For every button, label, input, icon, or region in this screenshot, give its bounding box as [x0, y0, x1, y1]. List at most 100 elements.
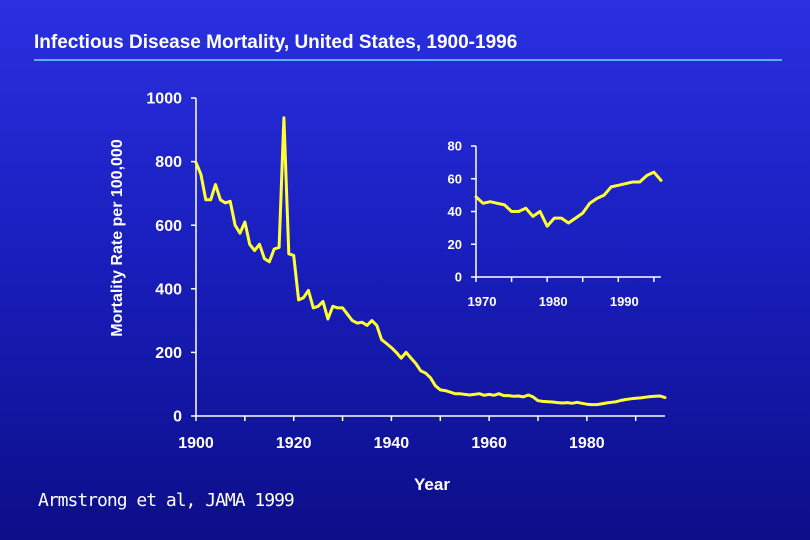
main-data-point [473, 393, 476, 396]
main-data-point [244, 221, 246, 223]
main-data-point [263, 257, 266, 260]
inset-data-point [589, 202, 591, 205]
main-data-point [649, 395, 652, 398]
main-data-point [605, 402, 608, 404]
main-data-point [503, 394, 505, 397]
main-data-point [449, 391, 451, 393]
main-data-point [258, 243, 261, 246]
inset-data-point [560, 217, 563, 219]
main-data-point [532, 396, 534, 398]
inset-data-point [660, 179, 662, 182]
main-data-point [400, 357, 403, 359]
page-title: Infectious Disease Mortality, United Sta… [34, 32, 518, 53]
inset-data-point [510, 210, 513, 213]
inset-x-tick-label: 1990 [610, 294, 639, 309]
main-data-point [547, 400, 549, 403]
inset-data-point [646, 174, 648, 177]
main-data-point [566, 401, 569, 404]
main-data-point [366, 324, 368, 327]
main-data-point [576, 401, 578, 404]
main-data-point [507, 394, 510, 397]
main-data-point [581, 402, 583, 405]
main-data-point [371, 319, 373, 322]
inset-data-point [567, 222, 570, 224]
main-data-point [205, 199, 207, 201]
main-data-point [659, 395, 661, 397]
main-x-tick-label: 1960 [471, 435, 507, 452]
inset-data-point [581, 212, 584, 214]
main-data-point [522, 396, 525, 398]
main-x-tick-label: 1980 [569, 435, 605, 452]
main-data-point [395, 351, 398, 354]
main-data-point [454, 392, 456, 395]
main-y-tick-label: 400 [155, 281, 182, 298]
inset-data-point [610, 186, 612, 188]
main-data-point [478, 392, 481, 395]
inset-x-tick-label: 1970 [468, 294, 497, 309]
main-data-point [600, 403, 603, 405]
inset-data-point [603, 194, 605, 196]
main-data-point [610, 401, 613, 404]
main-data-point [625, 398, 627, 401]
title-underline [34, 59, 782, 61]
main-data-point [341, 307, 344, 309]
main-data-point [639, 397, 642, 399]
inset-data-point [574, 217, 577, 219]
main-data-point [390, 346, 393, 349]
main-data-point [346, 313, 349, 316]
main-data-point [405, 351, 407, 354]
main-data-point [586, 403, 588, 406]
main-data-point [332, 305, 334, 308]
main-data-point [209, 199, 212, 201]
inset-data-point [546, 225, 548, 227]
inset-data-point [503, 204, 506, 206]
main-data-point [644, 396, 647, 399]
inset-y-tick-label: 80 [448, 139, 462, 154]
main-data-point [239, 232, 241, 234]
main-data-point [336, 307, 339, 309]
main-data-point [542, 400, 544, 403]
main-data-point [424, 372, 427, 374]
main-data-point [200, 173, 202, 176]
main-data-point [468, 394, 471, 396]
main-data-point [517, 395, 520, 397]
main-data-point [434, 385, 437, 387]
inset-data-point [553, 217, 556, 219]
main-x-axis-label: Year [414, 475, 450, 494]
main-data-point [590, 403, 593, 406]
main-data-point [376, 324, 378, 327]
inset-data-point [638, 181, 641, 183]
main-data-point [356, 322, 359, 324]
inset-x-tick-label: 1980 [539, 294, 568, 309]
main-x-tick-label: 1940 [374, 435, 410, 452]
inset-y-tick-label: 20 [448, 237, 462, 252]
main-data-point [483, 394, 486, 397]
inset-y-tick-label: 40 [448, 204, 462, 219]
main-data-point [429, 377, 432, 379]
inset-data-point [624, 182, 627, 185]
main-y-axis-label: Mortality Rate per 100,000 [109, 139, 126, 337]
main-data-point [288, 253, 290, 255]
main-data-point [488, 393, 490, 396]
main-data-point [551, 401, 554, 403]
main-x-tick-label: 1920 [276, 435, 312, 452]
main-data-point [620, 399, 622, 402]
main-data-point [278, 246, 280, 249]
main-data-point [444, 389, 447, 392]
main-data-point [195, 161, 197, 164]
main-data-point [248, 243, 251, 246]
main-data-point [317, 305, 319, 308]
inset-data-point [617, 184, 620, 187]
main-data-point [307, 289, 310, 292]
main-data-point [664, 396, 666, 399]
inset-y-tick-label: 0 [455, 270, 462, 285]
main-data-point [327, 318, 329, 320]
inset-data-point [653, 171, 655, 173]
main-data-point [634, 397, 637, 400]
main-data-point [302, 296, 305, 299]
main-data-point [273, 248, 276, 250]
inset-data-point [475, 196, 477, 198]
inset-data-point [489, 200, 492, 203]
main-data-point [283, 116, 285, 119]
